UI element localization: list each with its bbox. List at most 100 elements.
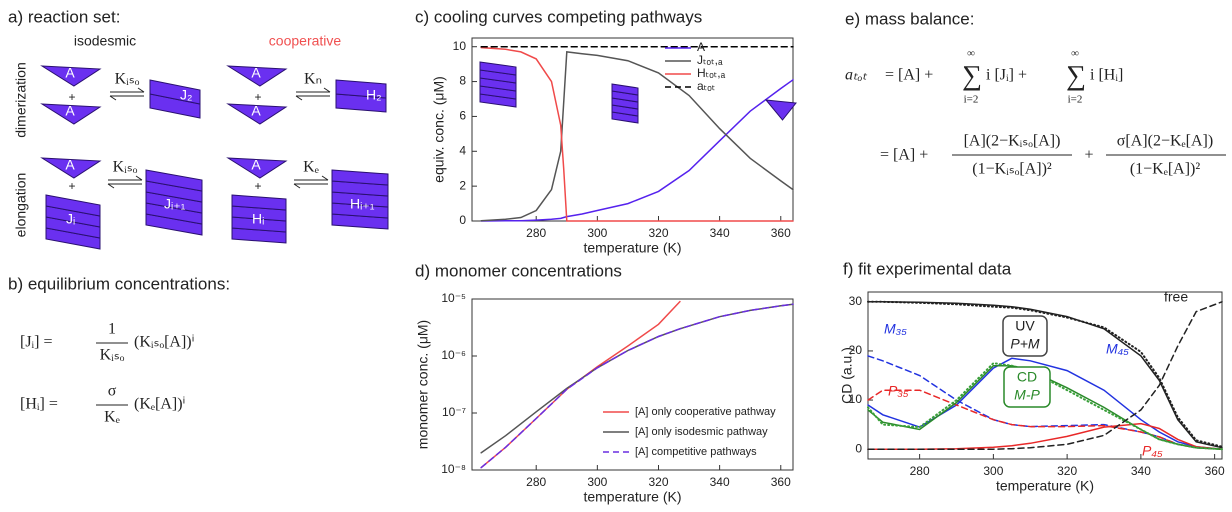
monomer-shape — [226, 103, 288, 125]
curve-label: M₄₅ — [1106, 341, 1129, 357]
equation: (1−Kᵢₛₒ[A])² — [972, 161, 1052, 178]
equation: aₜₒₜ — [845, 67, 867, 84]
series-line — [867, 301, 1223, 450]
label: + — [68, 90, 75, 104]
stack-plate — [611, 83, 639, 96]
label: H₂ — [366, 87, 382, 103]
equation: ∑ — [962, 60, 982, 91]
x-tick-label: 300 — [587, 226, 607, 240]
y-tick-label: 10⁻⁵ — [441, 291, 466, 305]
legend-label: [A] only cooperative pathway — [635, 406, 776, 418]
x-tick-label: 320 — [648, 226, 668, 240]
equation: i [Jᵢ] + — [986, 67, 1027, 84]
label: A — [251, 103, 261, 119]
label: Kₑ — [303, 159, 319, 176]
x-axis-label: temperature (K) — [583, 240, 681, 256]
y-tick-label: 10⁻⁷ — [442, 405, 466, 419]
x-axis-label: temperature (K) — [583, 489, 681, 505]
arrow — [107, 183, 115, 189]
x-tick-label: 320 — [648, 475, 668, 489]
series-line — [480, 300, 681, 469]
y-tick-label: 0 — [855, 441, 862, 455]
annotation: P+M — [1010, 336, 1040, 352]
series-line — [867, 357, 1223, 450]
annotation: CD — [1017, 369, 1037, 385]
equation: ∞ — [1071, 48, 1079, 60]
annotation: UV — [1015, 318, 1035, 334]
x-tick-label: 360 — [771, 226, 791, 240]
series-line — [867, 422, 1223, 450]
y-tick-label: 30 — [849, 294, 863, 308]
y-axis-label: CD (a.u.) — [839, 347, 855, 404]
chart-title: f) fit experimental data — [843, 259, 1012, 278]
label: Kₙ — [304, 71, 322, 88]
monomer-shape — [40, 157, 102, 179]
plot-frame — [471, 37, 794, 222]
y-tick-label: 4 — [459, 143, 466, 157]
label: isodesmic — [74, 33, 136, 49]
series-line — [480, 46, 794, 222]
series-line — [480, 79, 794, 222]
stack-plate — [45, 194, 101, 217]
equation: σ — [108, 383, 117, 400]
label: elongation — [13, 173, 29, 238]
y-tick-label: 10⁻⁸ — [441, 462, 466, 476]
arrow — [321, 175, 329, 181]
stack-plate — [149, 79, 201, 105]
equation: = [A] + — [880, 147, 928, 164]
label: J₂ — [180, 87, 192, 103]
label: A — [65, 157, 75, 173]
y-axis-label: equiv. conc. (μM) — [431, 76, 447, 183]
label: Kᵢₛₒ — [113, 159, 138, 176]
equation: [A](2−Kᵢₛₒ[A]) — [964, 133, 1061, 150]
legend-label: Hₜₒₜ,ₐ — [697, 66, 726, 80]
x-tick-label: 360 — [771, 475, 791, 489]
arrow — [137, 87, 145, 93]
monomer-shape — [40, 65, 102, 87]
legend-label: A — [697, 40, 705, 54]
x-tick-label: 340 — [710, 226, 730, 240]
x-tick-label: 300 — [983, 464, 1003, 478]
annotation-box — [1003, 366, 1051, 408]
monomer-shape — [226, 157, 288, 179]
label: + — [254, 179, 261, 193]
y-tick-label: 2 — [459, 178, 466, 192]
plot-frame — [471, 298, 794, 471]
monomer-shape — [40, 103, 102, 125]
arrow — [293, 183, 301, 189]
x-tick-label: 300 — [587, 475, 607, 489]
label: Hᵢ — [252, 211, 264, 227]
annotation-box — [1002, 315, 1048, 357]
label: + — [68, 179, 75, 193]
equation: (1−Kₑ[A])² — [1130, 161, 1201, 178]
equation: Kₑ — [104, 409, 120, 426]
annotation: M-P — [1014, 387, 1040, 403]
equation: 1 — [108, 321, 116, 338]
chart-title: d) monomer concentrations — [415, 261, 622, 280]
equation: (Kᵢₛₒ[A])ⁱ — [134, 334, 194, 351]
x-tick-label: 360 — [1205, 464, 1225, 478]
label: + — [254, 90, 261, 104]
series-line — [867, 300, 1223, 448]
curve-label: P₃₅ — [888, 383, 909, 399]
panel-title: b) equilibrium concentrations: — [8, 274, 230, 293]
legend-label: [A] competitive pathways — [635, 446, 757, 458]
x-tick-label: 340 — [710, 475, 730, 489]
x-tick-label: 280 — [526, 475, 546, 489]
series-line — [480, 51, 794, 222]
label: A — [251, 65, 261, 81]
x-tick-label: 340 — [1131, 464, 1151, 478]
curve-label: free — [1164, 289, 1188, 305]
stack-plate — [331, 169, 389, 186]
y-tick-label: 8 — [459, 74, 466, 88]
monomer-shape — [226, 65, 288, 87]
y-tick-label: 0 — [459, 213, 466, 227]
arrow — [323, 87, 331, 93]
y-axis-label: monomer conc. (μM) — [415, 320, 431, 449]
panel-title: a) reaction set: — [8, 7, 120, 26]
equation: [Jᵢ] = — [20, 334, 53, 351]
label: cooperative — [269, 33, 342, 49]
legend-label: [A] only isodesmic pathway — [635, 426, 768, 438]
label: A — [251, 157, 261, 173]
curve-label: P₄₅ — [1142, 443, 1163, 459]
